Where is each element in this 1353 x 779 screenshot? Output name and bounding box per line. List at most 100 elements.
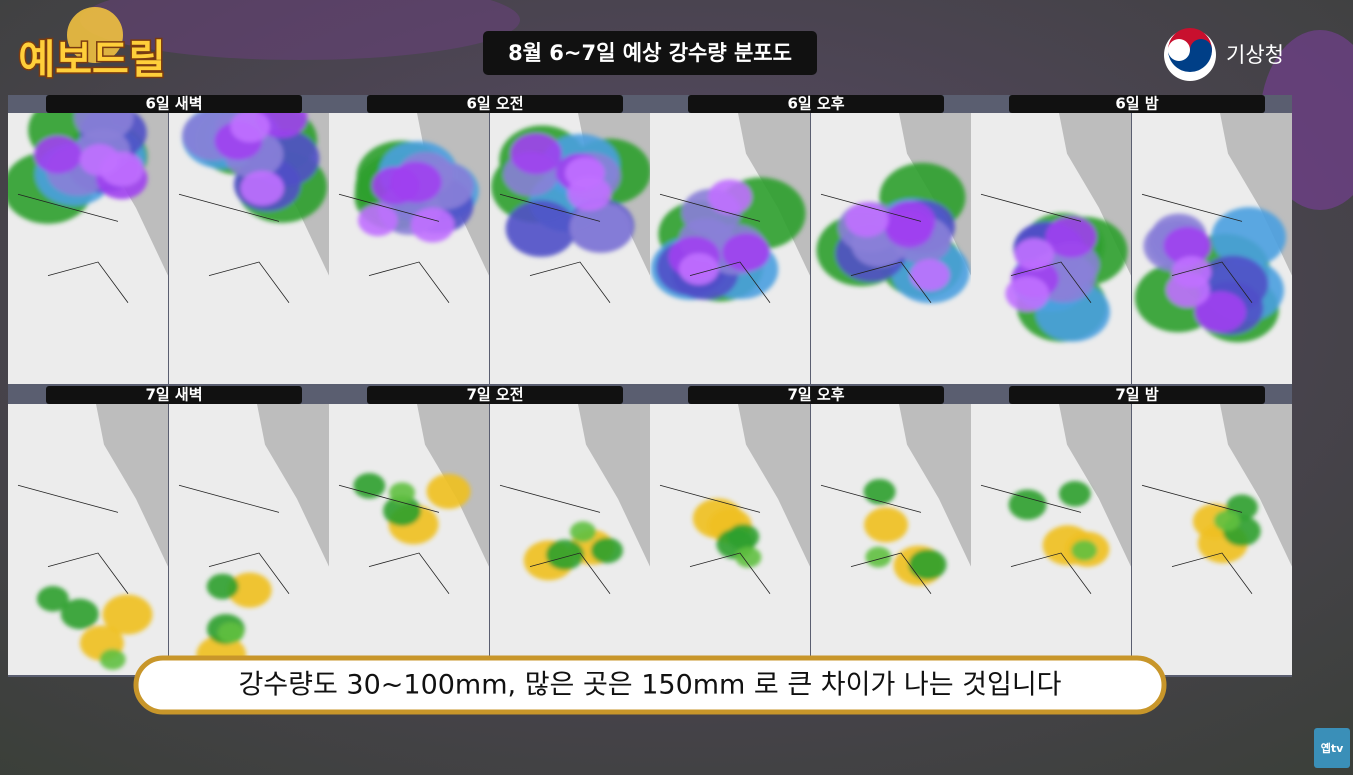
rain-area bbox=[1045, 216, 1097, 258]
panel-label-box bbox=[46, 95, 302, 113]
rain bbox=[816, 162, 970, 304]
rain bbox=[1005, 213, 1128, 342]
border bbox=[1141, 193, 1253, 303]
rain-area bbox=[505, 200, 577, 257]
sub-map bbox=[329, 404, 489, 675]
rain bbox=[1192, 494, 1261, 564]
panel-label-box bbox=[367, 95, 623, 113]
sea bbox=[96, 404, 168, 567]
rain bbox=[196, 572, 272, 675]
sub-map bbox=[971, 404, 1131, 675]
caption-box bbox=[133, 655, 1167, 715]
sub-map bbox=[8, 113, 168, 384]
sub-map bbox=[1132, 113, 1292, 384]
rain-area bbox=[357, 204, 398, 237]
rain-area bbox=[34, 135, 82, 174]
rain-area bbox=[735, 546, 762, 568]
rain-area bbox=[565, 157, 605, 189]
rain-area bbox=[865, 546, 892, 568]
sub-map bbox=[971, 113, 1131, 384]
watermark: 옙tv bbox=[1321, 742, 1344, 755]
rain bbox=[491, 125, 650, 257]
sub-map bbox=[490, 404, 650, 675]
sub-map bbox=[329, 113, 489, 384]
rain-area bbox=[36, 586, 69, 612]
border bbox=[820, 193, 932, 303]
panel-label: 7일 새벽 bbox=[145, 386, 202, 404]
sub-map bbox=[169, 404, 329, 675]
rain-area bbox=[426, 473, 471, 510]
border bbox=[17, 484, 129, 594]
rain bbox=[863, 478, 947, 586]
sub-map bbox=[490, 113, 650, 384]
maps: 6일 새벽 6일 오전 6일 오후 6일 밤 7일 새벽 7일 오전 7일 오후 7일 밤 bbox=[8, 95, 1292, 675]
rain-area bbox=[102, 594, 153, 635]
rain-area bbox=[569, 202, 633, 253]
panel-label: 7일 오후 bbox=[787, 386, 844, 404]
rain-area bbox=[1071, 539, 1098, 561]
rain-area bbox=[1213, 510, 1240, 531]
rain-area bbox=[353, 473, 386, 499]
sub-map bbox=[169, 113, 329, 384]
rain-area bbox=[410, 207, 455, 243]
rain-area bbox=[545, 539, 584, 571]
rain bbox=[523, 521, 623, 581]
rain-area bbox=[79, 144, 120, 176]
sub-map bbox=[650, 113, 810, 384]
rain bbox=[182, 113, 327, 223]
sea bbox=[578, 404, 650, 567]
title-box bbox=[483, 31, 817, 75]
sea bbox=[1220, 404, 1292, 567]
border bbox=[338, 484, 450, 594]
rain-area bbox=[206, 573, 239, 600]
rain-area bbox=[863, 478, 896, 505]
rain-area bbox=[1014, 238, 1055, 271]
panel-label: 6일 새벽 bbox=[145, 95, 202, 113]
border bbox=[659, 193, 771, 303]
rain-area bbox=[371, 166, 420, 205]
rain-area bbox=[864, 507, 909, 543]
border bbox=[499, 193, 611, 303]
sea bbox=[1059, 404, 1131, 567]
border bbox=[980, 193, 1092, 303]
sub-map bbox=[650, 404, 810, 675]
rain-area bbox=[389, 482, 416, 504]
rain-area bbox=[217, 622, 244, 644]
border bbox=[499, 484, 611, 594]
sea bbox=[899, 404, 971, 567]
sea bbox=[257, 404, 329, 567]
panel-label-box bbox=[1009, 386, 1265, 404]
rain-area bbox=[1171, 256, 1212, 288]
border bbox=[178, 193, 290, 303]
panel-label: 6일 밤 bbox=[1115, 95, 1158, 113]
rain-area bbox=[1005, 276, 1050, 312]
panel-label: 7일 밤 bbox=[1115, 386, 1158, 404]
agency-logo bbox=[1164, 28, 1216, 81]
bg-glow bbox=[80, 0, 520, 60]
logo: 예보드릴 bbox=[17, 7, 167, 85]
watermark-box bbox=[1314, 728, 1350, 768]
rain bbox=[353, 473, 471, 545]
panel-label-box bbox=[46, 386, 302, 404]
panel-label: 7일 오전 bbox=[466, 386, 523, 404]
rain bbox=[354, 140, 479, 243]
rain bbox=[692, 498, 762, 568]
rain-area bbox=[99, 648, 126, 670]
rain-area bbox=[678, 253, 719, 285]
caption: 강수량도 30~100mm, 많은 곳은 150mm 로 큰 차이가 나는 것입… bbox=[238, 670, 1061, 701]
sub-map bbox=[1132, 404, 1292, 675]
rain-area bbox=[909, 259, 950, 292]
border bbox=[659, 484, 771, 594]
logo-text: 예보드릴 bbox=[18, 37, 165, 83]
rain-area bbox=[60, 598, 99, 630]
sea bbox=[738, 404, 810, 567]
rain-area bbox=[885, 209, 933, 248]
panel-label: 6일 오후 bbox=[787, 95, 844, 113]
border bbox=[1141, 484, 1253, 594]
rain-area bbox=[590, 537, 623, 564]
rain-area bbox=[1163, 226, 1212, 265]
rain-area bbox=[1194, 291, 1247, 333]
title: 8월 6~7일 예상 강수량 분포도 bbox=[508, 41, 792, 65]
